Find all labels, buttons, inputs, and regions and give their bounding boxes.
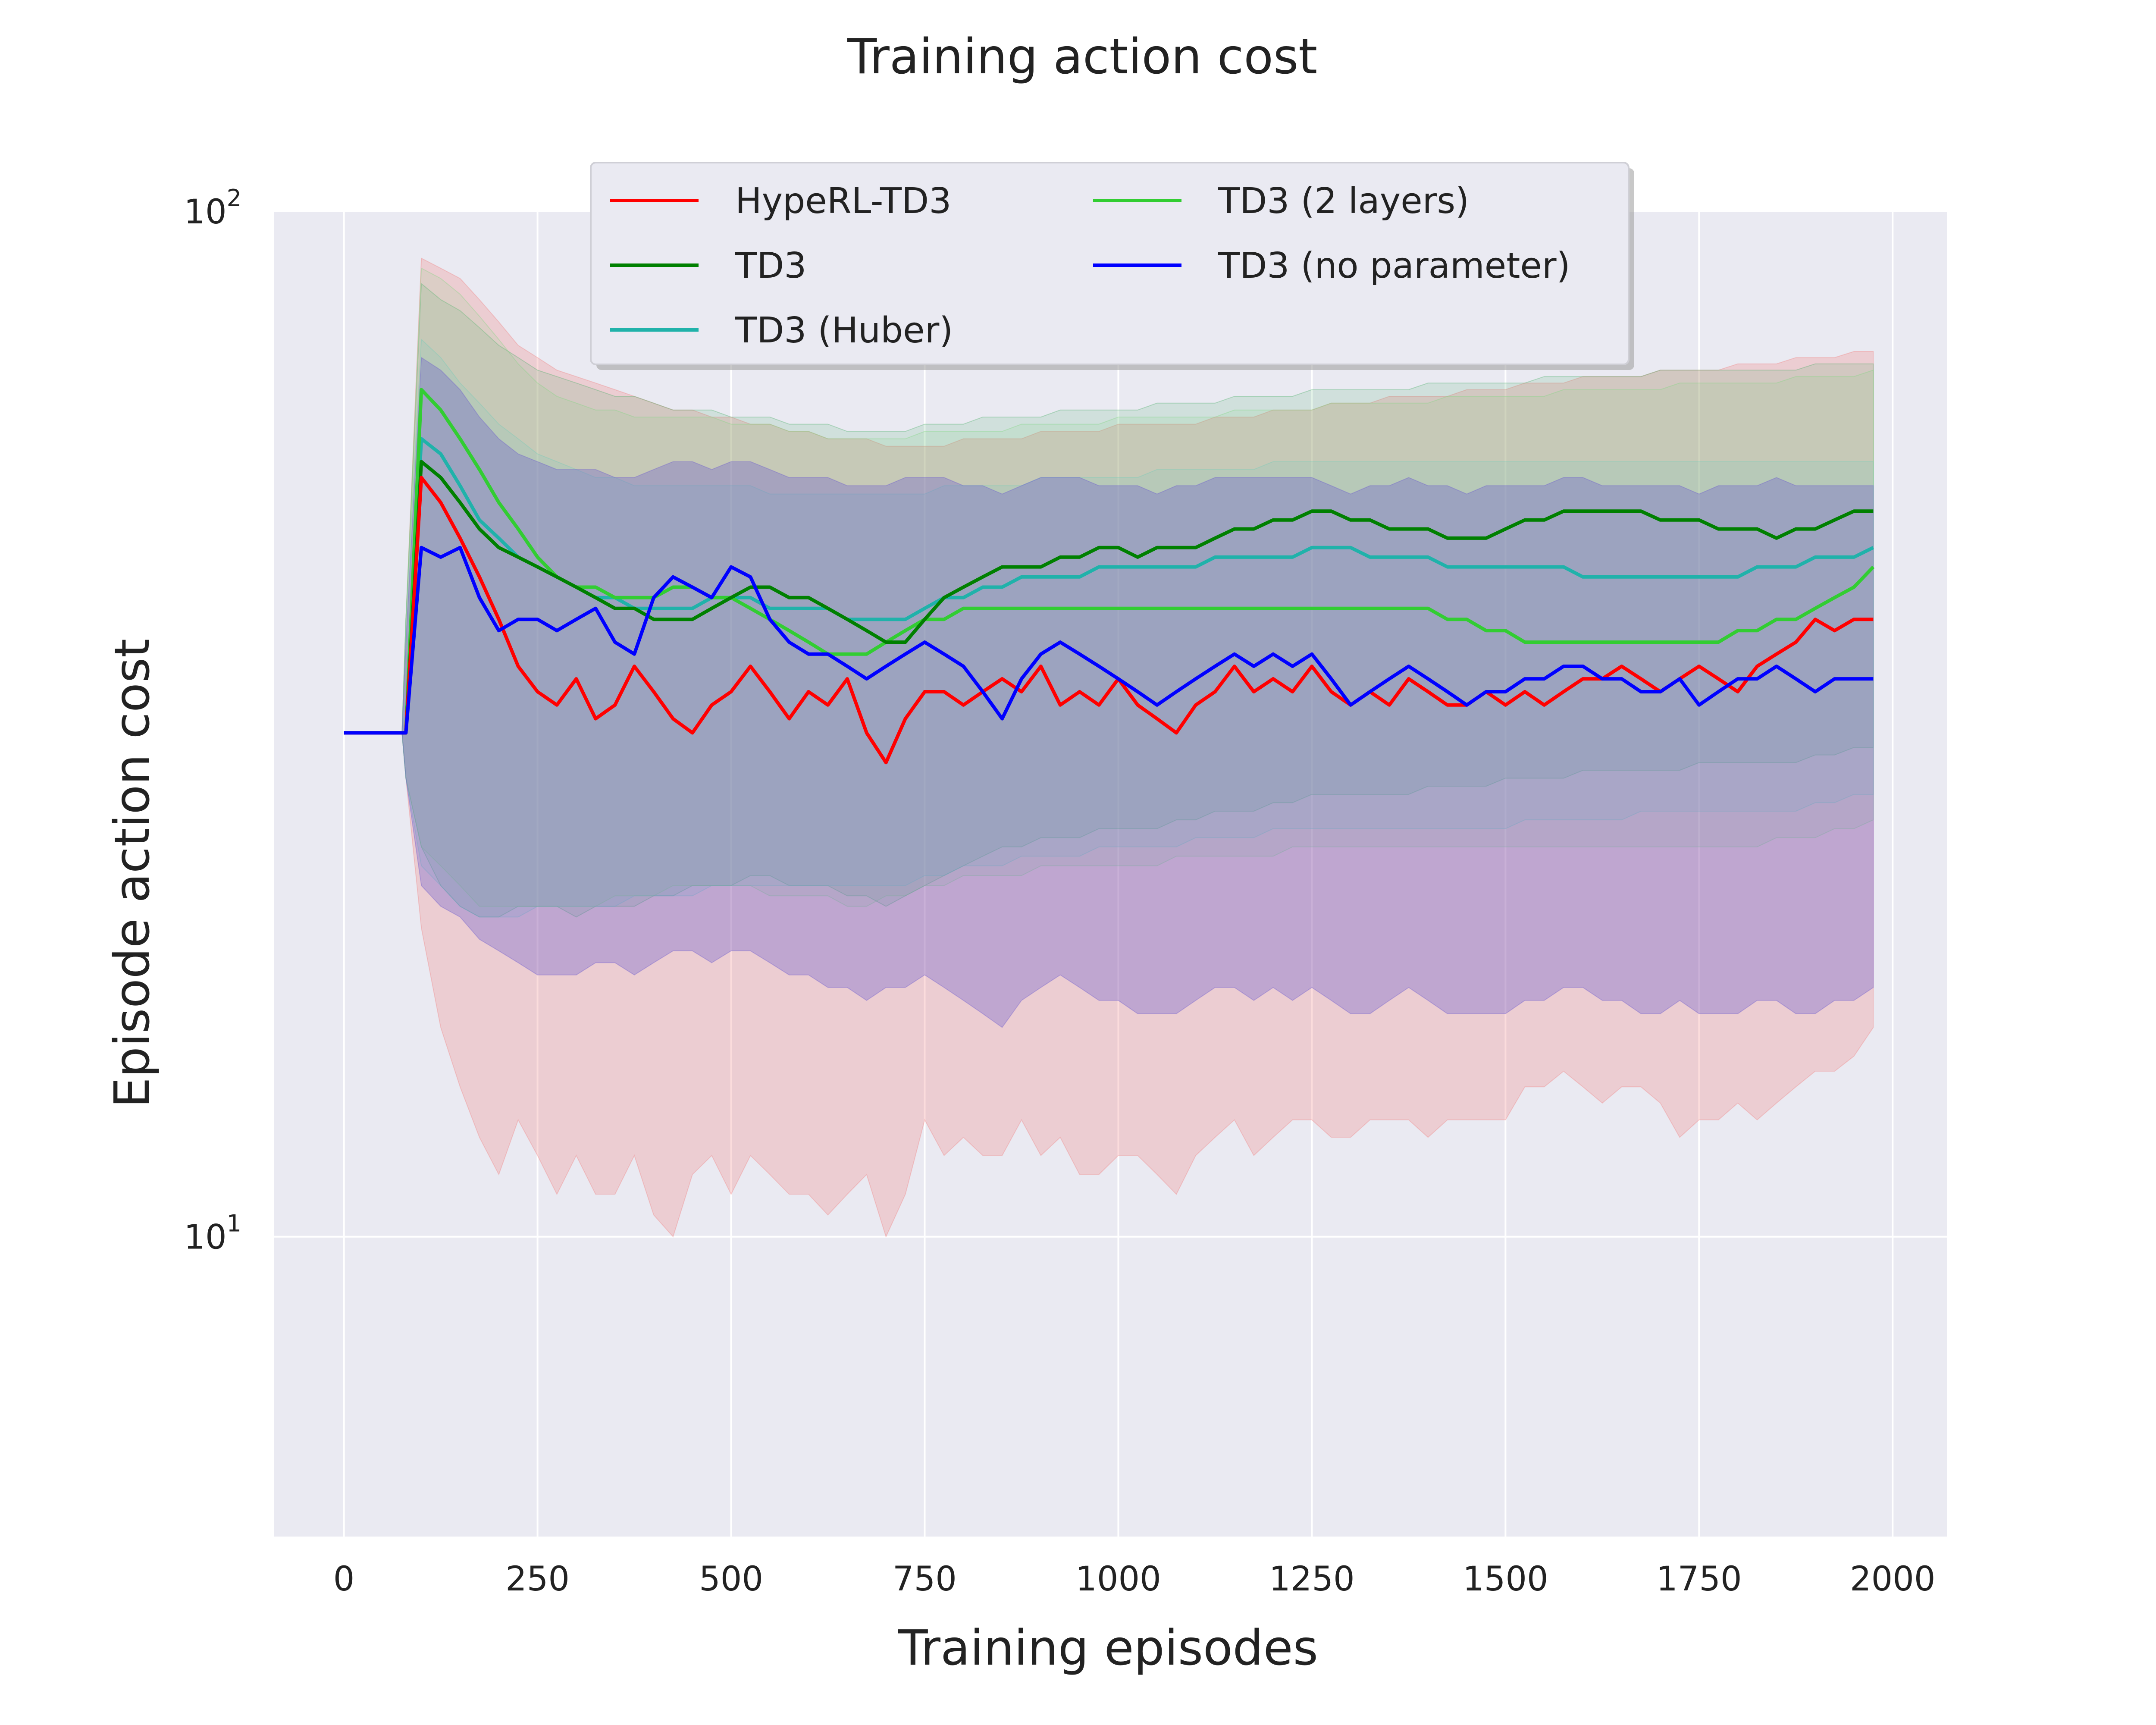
series-line — [344, 388, 1875, 735]
plot-area — [274, 211, 1947, 1537]
legend-label: TD3 (2 layers) — [1218, 181, 1469, 222]
y-tick-label: 102 — [184, 185, 241, 232]
legend-label: TD3 — [735, 245, 806, 286]
confidence-band — [344, 267, 1874, 907]
x-tick-label: 750 — [893, 1560, 957, 1599]
legend-label: HypeRL-TD3 — [735, 181, 951, 222]
x-tick-label: 500 — [699, 1560, 763, 1599]
confidence-band — [344, 338, 1874, 918]
legend-label: TD3 (Huber) — [735, 310, 953, 351]
y-axis-label: Episode action cost — [104, 639, 160, 1108]
x-tick-label: 1500 — [1463, 1560, 1548, 1599]
confidence-band — [344, 257, 1874, 1238]
x-tick-label: 0 — [333, 1560, 355, 1599]
x-tick-label: 1250 — [1269, 1560, 1355, 1599]
series-line — [344, 460, 1874, 735]
x-tick-label: 1750 — [1656, 1560, 1742, 1599]
series-lines — [344, 388, 1875, 765]
y-axis-ticks: 102 101 — [184, 185, 241, 1257]
confidence-band — [344, 282, 1874, 918]
y-tick-label: 101 — [184, 1210, 241, 1257]
series-line — [344, 546, 1874, 735]
x-axis-ticks: 0 250 500 750 1000 1250 1500 1750 2000 — [333, 1560, 1936, 1599]
x-tick-label: 250 — [505, 1560, 570, 1599]
chart-title: Training action cost — [847, 29, 1317, 85]
legend-label: TD3 (no parameter) — [1218, 245, 1570, 286]
x-axis-label: Training episodes — [898, 1620, 1318, 1676]
x-tick-label: 2000 — [1850, 1560, 1936, 1599]
x-tick-label: 1000 — [1075, 1560, 1161, 1599]
legend: HypeRL-TD3 TD3 TD3 (Huber) TD3 (2 layers) TD… — [590, 162, 1634, 370]
